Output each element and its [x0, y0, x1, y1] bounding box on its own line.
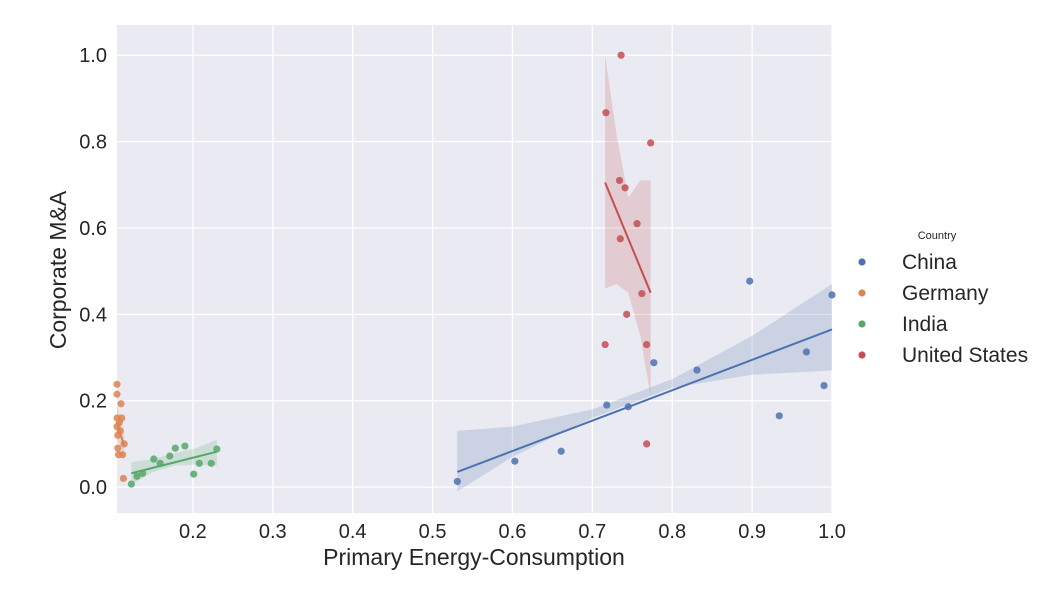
- point-india: [213, 445, 221, 453]
- point-india: [150, 455, 158, 463]
- y-tick-label: 0.2: [79, 391, 107, 413]
- point-china: [557, 447, 565, 455]
- point-china: [802, 348, 811, 356]
- y-tick-label: 0.8: [79, 132, 107, 154]
- point-united-states: [643, 340, 651, 349]
- legend-label-germany: Germany: [902, 282, 989, 305]
- point-united-states: [638, 290, 646, 298]
- x-tick-label: 0.4: [339, 521, 367, 543]
- point-china: [650, 359, 658, 367]
- data-points: [113, 51, 836, 488]
- point-india: [195, 459, 203, 467]
- legend-marker-china: [858, 258, 866, 266]
- legend-marker-germany: [858, 289, 866, 297]
- legend-label-united-states: United States: [902, 344, 1028, 367]
- y-tick-label: 0.4: [79, 304, 107, 326]
- point-united-states: [617, 51, 625, 59]
- fit-line-china: [456, 328, 833, 473]
- point-china: [603, 401, 611, 409]
- legend-marker-united-states: [858, 351, 866, 359]
- point-india: [190, 470, 198, 478]
- y-tick-label: 0.0: [79, 477, 107, 499]
- legend: Country China Germany India United States: [858, 230, 1028, 367]
- point-india: [156, 459, 164, 467]
- point-united-states: [615, 176, 624, 185]
- ci-band-united-states: [605, 55, 651, 397]
- point-china: [624, 403, 632, 411]
- point-germany: [114, 444, 122, 452]
- legend-label-india: India: [902, 313, 948, 336]
- point-germany: [120, 440, 128, 448]
- grid: [117, 25, 833, 513]
- y-tick-label: 1.0: [79, 45, 107, 67]
- x-tick-label: 1.0: [818, 521, 846, 543]
- point-china: [746, 277, 754, 285]
- y-tick-label: 0.6: [79, 218, 107, 240]
- fit-line-india: [131, 450, 218, 475]
- point-germany: [117, 400, 125, 408]
- legend-items: China Germany India United States: [858, 251, 1028, 367]
- y-tick-labels: 0.0 0.2 0.4 0.6 0.8 1.0: [79, 45, 107, 499]
- x-tick-label: 0.7: [578, 521, 606, 543]
- x-tick-label: 0.3: [259, 521, 287, 543]
- x-tick-labels: 0.2 0.3 0.4 0.5 0.6 0.7 0.8 0.9 1.0: [179, 521, 846, 543]
- point-india: [138, 469, 147, 477]
- plot-background: [117, 25, 832, 513]
- legend-label-china: China: [902, 251, 957, 274]
- x-tick-label: 0.5: [419, 521, 447, 543]
- point-united-states: [616, 235, 624, 243]
- point-china: [693, 366, 701, 374]
- point-germany: [119, 474, 127, 483]
- legend-marker-india: [858, 320, 866, 328]
- x-axis-title: Primary Energy-Consumption: [323, 544, 625, 570]
- legend-title: Country: [918, 230, 957, 242]
- point-germany: [118, 414, 126, 422]
- point-germany: [113, 390, 121, 398]
- point-china: [511, 457, 519, 465]
- point-united-states: [633, 220, 641, 228]
- point-india: [166, 452, 174, 460]
- point-germany: [116, 427, 124, 435]
- point-united-states: [601, 340, 609, 349]
- point-india: [133, 472, 141, 480]
- fit-line-united-states: [604, 182, 652, 294]
- point-india: [207, 459, 215, 467]
- point-united-states: [647, 139, 655, 147]
- point-germany: [113, 380, 121, 388]
- y-axis-title: Corporate M&A: [45, 190, 71, 349]
- point-united-states: [623, 310, 631, 318]
- x-tick-label: 0.6: [499, 521, 527, 543]
- point-india: [171, 444, 179, 452]
- point-india: [127, 480, 135, 488]
- point-china: [453, 477, 461, 486]
- x-tick-label: 0.9: [738, 521, 766, 543]
- point-china: [828, 291, 836, 299]
- point-united-states: [621, 184, 629, 192]
- point-united-states: [643, 440, 651, 448]
- x-tick-label: 0.2: [179, 521, 207, 543]
- point-united-states: [602, 109, 610, 117]
- x-tick-label: 0.8: [658, 521, 686, 543]
- point-china: [820, 382, 828, 390]
- point-china: [775, 412, 783, 420]
- point-india: [181, 442, 189, 450]
- point-germany: [118, 451, 127, 459]
